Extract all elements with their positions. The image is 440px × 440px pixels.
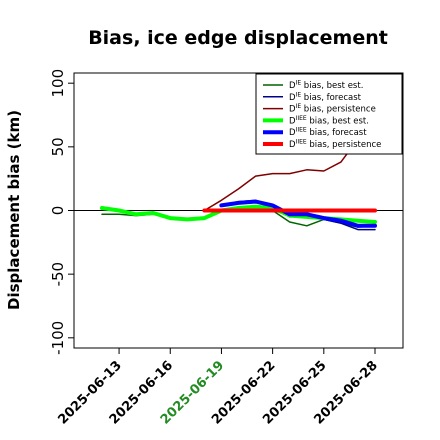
legend-box xyxy=(255,73,403,155)
y-tick-label: 0 xyxy=(49,206,67,216)
legend-entry-label: DIE bias, forecast xyxy=(289,91,362,103)
y-axis-label: Displacement bias (km) xyxy=(5,110,23,310)
y-tick-label: -50 xyxy=(49,262,67,287)
legend-entry-label: DIIEE bias, best est. xyxy=(289,115,369,127)
chart-title: Bias, ice edge displacement xyxy=(88,27,388,49)
legend-entry-label: DIIEE bias, forecast xyxy=(289,127,367,139)
y-tick-label: -100 xyxy=(49,321,67,355)
legend-entry-label: DIE bias, best est. xyxy=(289,80,363,92)
series-line-5 xyxy=(219,199,377,228)
y-tick-label: 100 xyxy=(49,69,67,98)
y-tick-label: 50 xyxy=(49,137,67,156)
legend-entry-label: DIIEE bias, persistence xyxy=(289,139,381,151)
legend-entry-label: DIE bias, persistence xyxy=(289,103,376,115)
